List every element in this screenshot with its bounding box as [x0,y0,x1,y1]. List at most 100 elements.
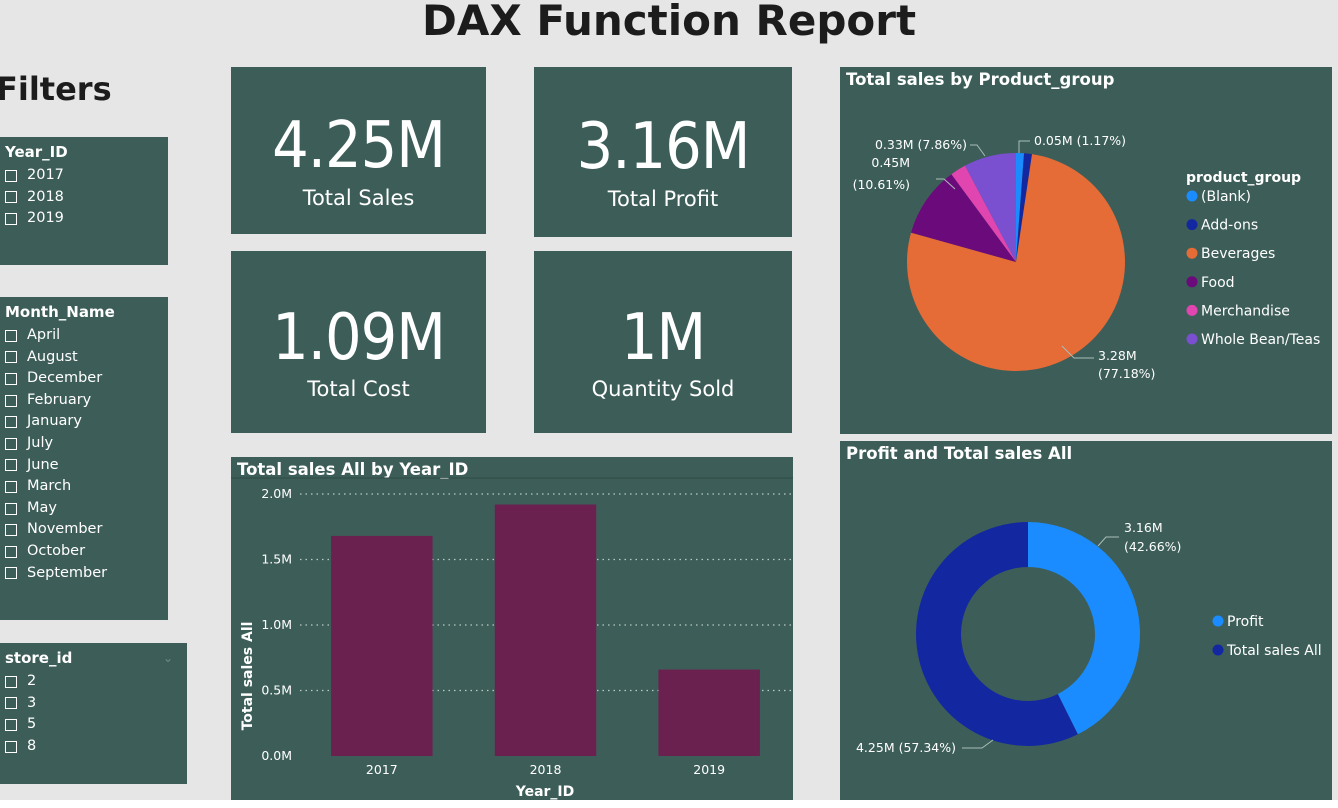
pie-data-label: 3.28M [1098,348,1137,363]
checkbox[interactable] [5,329,17,342]
y-axis-label: Total sales All [240,622,256,731]
year-option-label: 2017 [27,167,64,183]
year-option[interactable]: 2019 [5,208,168,230]
checkbox[interactable] [5,191,17,204]
checkbox[interactable] [5,718,17,731]
product-pie-panel: Total sales by Product_group 0.05M (1.17… [840,67,1332,434]
checkbox[interactable] [5,480,17,493]
store-option[interactable]: 8 [5,736,187,758]
total-cost-label: Total Cost [307,377,410,401]
checkbox[interactable] [5,675,17,688]
month-slicer-list: April August December February January July Ju… [0,325,168,584]
month-option[interactable]: April [5,325,168,347]
pie-slice-blank[interactable] [1016,153,1025,262]
legend-entry[interactable]: Total sales All [1226,643,1322,659]
filters-heading: Filters [0,70,112,108]
checkbox[interactable] [5,394,17,407]
total-sales-card: 4.25M Total Sales [231,67,486,234]
month-option[interactable]: July [5,433,168,455]
total-sales-value: 4.25M [272,109,446,183]
bar-2017[interactable] [331,535,433,756]
month-slicer: Month_Name April August December February Ja… [0,297,168,620]
bar-chart-title: Total sales All by Year_ID [237,460,469,479]
pie-data-label: (10.61%) [853,177,910,192]
store-option[interactable]: 5 [5,714,187,736]
month-option[interactable]: October [5,541,168,563]
x-axis-label: Year_ID [515,784,575,800]
y-tick-label: 1.0M [261,617,292,632]
legend-entry[interactable]: Add-ons [1201,218,1258,234]
month-option[interactable]: August [5,347,168,369]
checkbox[interactable] [5,740,17,753]
legend-entry[interactable]: Merchandise [1201,303,1290,319]
legend-entry[interactable]: Whole Bean/Teas [1201,332,1320,348]
pie-legend-title: product_group [1186,170,1301,186]
donut-slice-total-sales-all[interactable] [916,522,1078,746]
pie-slice-merchandise[interactable] [951,165,1016,262]
year-option[interactable]: 2017 [5,165,168,187]
checkbox[interactable] [5,459,17,472]
bar-chart-panel: Total sales All by Year_ID 0.0M 0.5M 1.0M 1… [231,457,793,805]
legend-entry[interactable]: Food [1201,275,1235,291]
donut-title: Profit and Total sales All [846,444,1073,463]
month-option[interactable]: September [5,563,168,585]
month-option[interactable]: June [5,455,168,477]
month-option[interactable]: December [5,368,168,390]
callout-line [936,178,956,190]
month-option[interactable]: February [5,390,168,412]
donut-chart: 3.16M (42.66%) 4.25M (57.34%) Profit Total … [856,520,1322,755]
checkbox[interactable] [5,169,17,182]
pie-slice-whole-bean-teas[interactable] [965,153,1016,262]
legend-marker [1186,247,1198,259]
store-option[interactable]: 2 [5,671,187,693]
donut-slice-profit[interactable] [1028,522,1140,735]
quantity-sold-card: 1M Quantity Sold [534,251,792,433]
bar-chart: 0.0M 0.5M 1.0M 1.5M 2.0M 2017 2018 2019 Total … [231,477,793,800]
legend-marker [1186,333,1198,345]
checkbox[interactable] [5,416,17,429]
year-option[interactable]: 2018 [5,187,168,209]
checkbox[interactable] [5,545,17,558]
legend-marker [1212,615,1224,627]
bar-2018[interactable] [494,504,597,756]
report-title: DAX Function Report [421,0,917,45]
legend-marker [1186,219,1198,231]
month-option[interactable]: January [5,411,168,433]
bar-2019[interactable] [658,669,760,756]
checkbox[interactable] [5,697,17,710]
donut-panel: Profit and Total sales All 3.16M (42.66%)… [840,441,1332,805]
month-option[interactable]: March [5,476,168,498]
callout-line [1061,345,1094,359]
checkbox[interactable] [5,567,17,580]
donut-data-label: 3.16M [1124,520,1163,535]
total-cost-card: 1.09M Total Cost [231,251,486,433]
checkbox[interactable] [5,524,17,537]
pie-slice-beverages[interactable] [907,154,1125,371]
pie-data-label: 0.33M (7.86%) [875,137,967,152]
month-option-label: October [27,542,86,559]
month-option[interactable]: May [5,498,168,520]
month-option-label: April [27,327,61,343]
store-slicer: store_id ⌄ 2 3 5 8 [0,643,187,784]
month-option-label: December [27,370,103,387]
checkbox[interactable] [5,502,17,515]
store-option-label: 2 [27,673,37,689]
legend-entry[interactable]: Beverages [1201,246,1275,262]
store-option[interactable]: 3 [5,693,187,715]
month-option[interactable]: November [5,519,168,541]
checkbox[interactable] [5,351,17,364]
legend-entry[interactable]: (Blank) [1201,189,1251,205]
checkbox[interactable] [5,372,17,385]
month-option-label: May [27,499,57,516]
pie-slice-add-ons[interactable] [1016,153,1033,262]
checkbox[interactable] [5,437,17,450]
pie-slice-food[interactable] [911,174,1016,262]
store-option-label: 5 [27,716,37,733]
legend-entry[interactable]: Profit [1227,614,1264,630]
store-slicer-list: 2 3 5 8 [0,671,187,757]
checkbox[interactable] [5,212,17,225]
month-option-label: March [27,478,72,495]
chevron-down-icon[interactable]: ⌄ [162,651,173,665]
pie-data-label: 0.05M (1.17%) [1034,133,1126,148]
total-profit-value: 3.16M [576,110,751,184]
